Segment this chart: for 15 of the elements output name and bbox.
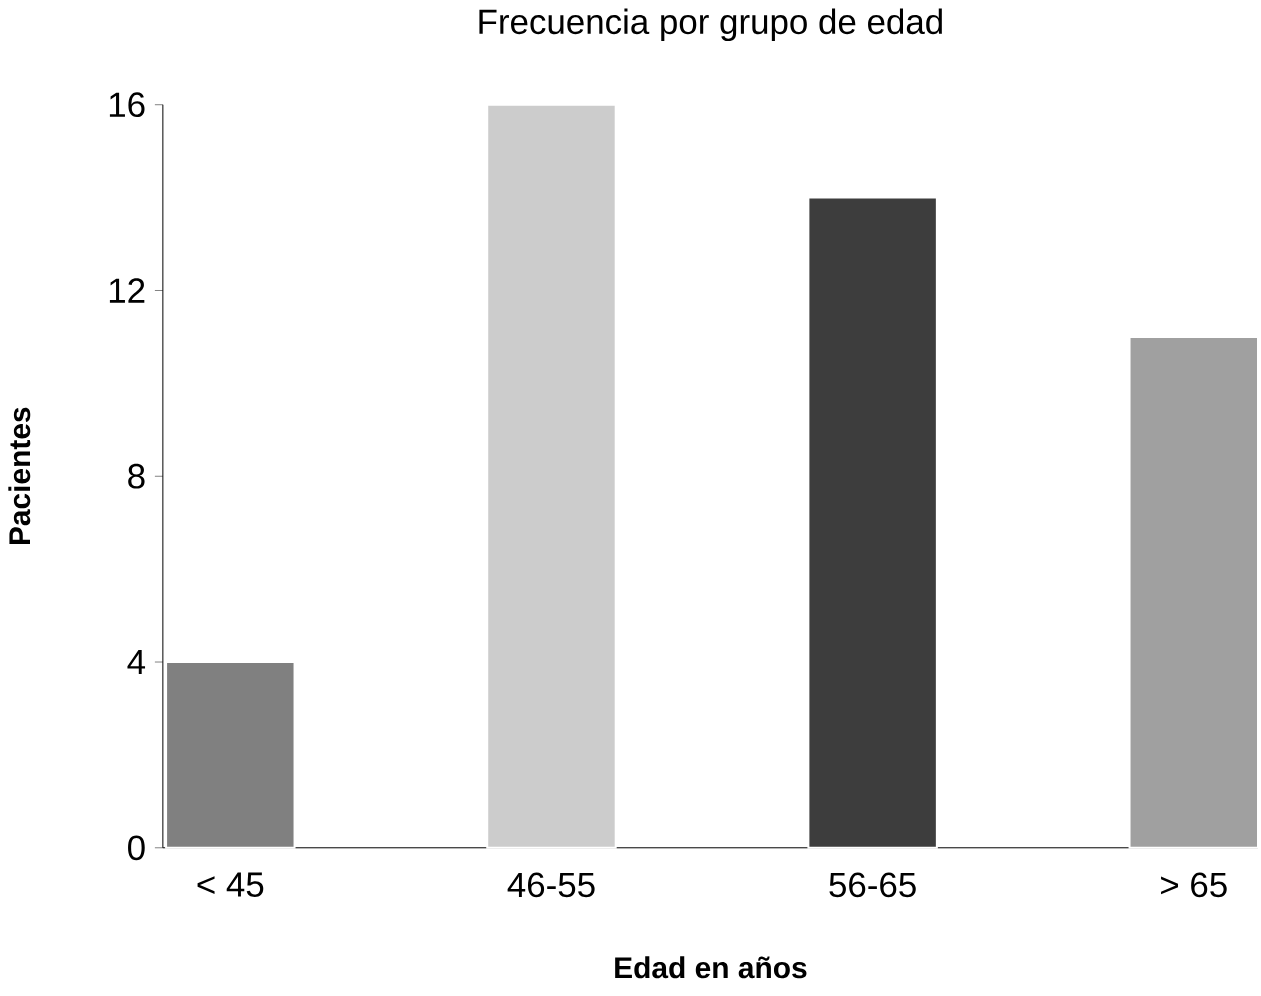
x-tick-label: > 65 <box>1161 872 1227 898</box>
y-tick-label: 4 <box>127 649 146 674</box>
y-axis-title: Pacientes <box>8 407 31 544</box>
bar <box>486 103 617 849</box>
y-tick-label: 8 <box>128 463 145 489</box>
y-tick-label: 16 <box>109 92 145 117</box>
y-tick-label: 12 <box>109 278 145 303</box>
x-axis-title: Edad en años <box>615 956 807 979</box>
bar <box>807 196 938 849</box>
x-tick-label: < 45 <box>197 872 264 897</box>
x-tick-label: 56-65 <box>829 872 916 898</box>
y-tick-label: 0 <box>128 835 145 860</box>
chart-title: Frecuencia por grupo de edad <box>479 8 942 41</box>
bar <box>165 660 296 849</box>
x-tick-label: 46-55 <box>507 872 595 898</box>
